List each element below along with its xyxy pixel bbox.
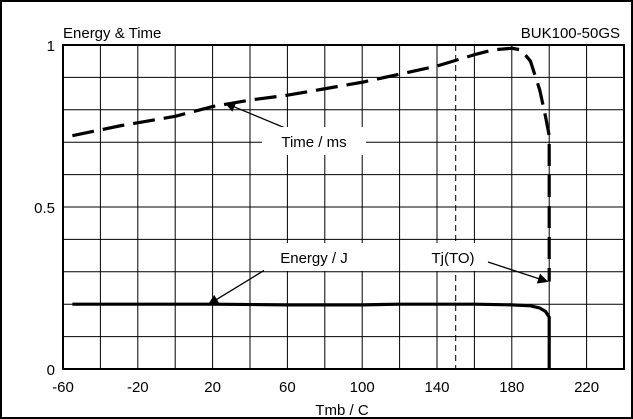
annotation-arrow bbox=[207, 267, 269, 305]
annotation-label-bg bbox=[262, 127, 366, 155]
x-tick-label: 220 bbox=[574, 379, 599, 396]
annotation-label: Energy / J bbox=[280, 250, 348, 267]
energy-series-line bbox=[72, 302, 551, 369]
y-tick-label: 1 bbox=[47, 38, 55, 55]
time-series-line bbox=[72, 46, 551, 282]
y-tick-labels: 00.51 bbox=[34, 38, 55, 379]
annotations-group: Time / ms Energy / J Tj(TO) bbox=[207, 102, 549, 305]
chart-title: Energy & Time bbox=[63, 25, 161, 42]
series-group bbox=[72, 46, 551, 369]
annotation-label: Tj(TO) bbox=[431, 250, 474, 267]
plot-frame bbox=[62, 44, 625, 370]
x-axis-label: Tmb / C bbox=[315, 402, 369, 419]
x-tick-label: 180 bbox=[499, 379, 524, 396]
y-tick-label: 0 bbox=[47, 362, 55, 379]
x-tick-label: 20 bbox=[204, 379, 221, 396]
x-tick-label: -20 bbox=[127, 379, 149, 396]
chart-subtitle: BUK100-50GS bbox=[521, 25, 620, 42]
x-tick-labels: -60 -20 20 60 100 140 180 220 bbox=[52, 379, 599, 396]
annotation-label-bg bbox=[420, 243, 486, 271]
annotation-label-bg bbox=[264, 243, 364, 271]
annotation-label: Time / ms bbox=[281, 134, 346, 151]
y-tick-label: 0.5 bbox=[34, 200, 55, 217]
annotation-arrow bbox=[224, 102, 291, 131]
x-tick-label: -60 bbox=[52, 379, 74, 396]
x-tick-label: 100 bbox=[350, 379, 375, 396]
x-tick-label: 140 bbox=[424, 379, 449, 396]
annotation-arrow bbox=[487, 261, 549, 284]
x-tick-label: 60 bbox=[279, 379, 296, 396]
